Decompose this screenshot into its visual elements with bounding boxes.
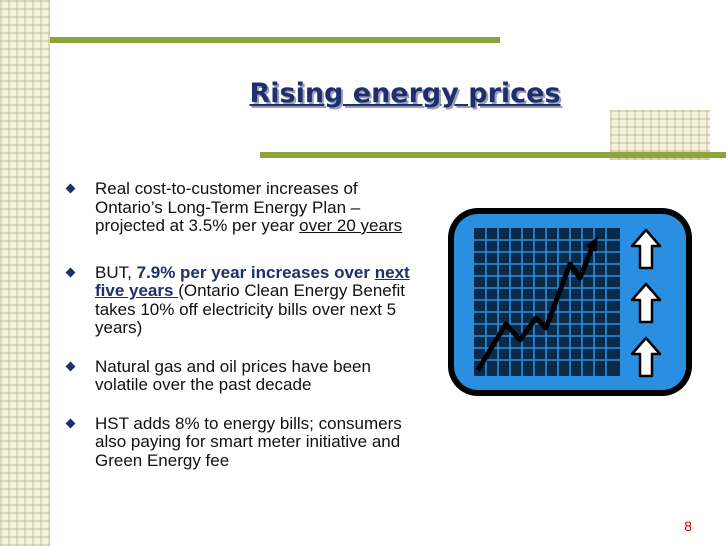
bullet-text: HST adds 8% to energy bills; consumers a… bbox=[95, 413, 402, 470]
diamond-bullet-icon bbox=[65, 183, 76, 194]
bullet-item: Natural gas and oil prices have been vol… bbox=[65, 356, 426, 395]
top-accent-bar bbox=[50, 37, 500, 43]
up-arrow-icon bbox=[630, 282, 662, 324]
bullet-emphasis-text: 7.9% per year increases over bbox=[136, 262, 375, 282]
graph-trend-line bbox=[475, 247, 595, 372]
bullet-underlined-text: over 20 years bbox=[299, 216, 403, 235]
left-decorative-stripe bbox=[0, 0, 50, 546]
corner-decoration bbox=[0, 0, 50, 50]
page-number: 8 bbox=[684, 518, 692, 534]
up-arrow-icon bbox=[630, 228, 662, 270]
bullet-text: Real cost-to-customer increases of Ontar… bbox=[95, 179, 361, 235]
bullet-text: Natural gas and oil prices have been vol… bbox=[95, 356, 371, 394]
bullet-item: BUT, 7.9% per year increases over next f… bbox=[65, 262, 426, 338]
title-accent-bar bbox=[260, 152, 726, 158]
right-decoration-square bbox=[610, 110, 710, 160]
diamond-bullet-icon bbox=[65, 267, 76, 277]
bullet-lead-text: BUT, bbox=[95, 262, 137, 282]
slide-title: Rising energy prices bbox=[249, 78, 561, 109]
trend-arrowhead bbox=[586, 236, 598, 252]
bullet-item: Real cost-to-customer increases of Ontar… bbox=[65, 179, 426, 236]
diamond-bullet-icon bbox=[65, 418, 76, 428]
diamond-bullet-icon bbox=[65, 361, 76, 371]
bullet-item: HST adds 8% to energy bills; consumers a… bbox=[65, 413, 426, 471]
up-arrow-icon bbox=[630, 336, 662, 378]
graph-screen bbox=[474, 228, 620, 376]
bullet-emphasis-underlined-text: next five years bbox=[95, 262, 410, 300]
monitor-graph-icon bbox=[448, 208, 692, 396]
bullet-rest-text: (Ontario Clean Energy Benefit takes 10% … bbox=[95, 281, 405, 337]
bullet-list: Real cost-to-customer increases of Ontar… bbox=[65, 179, 426, 471]
